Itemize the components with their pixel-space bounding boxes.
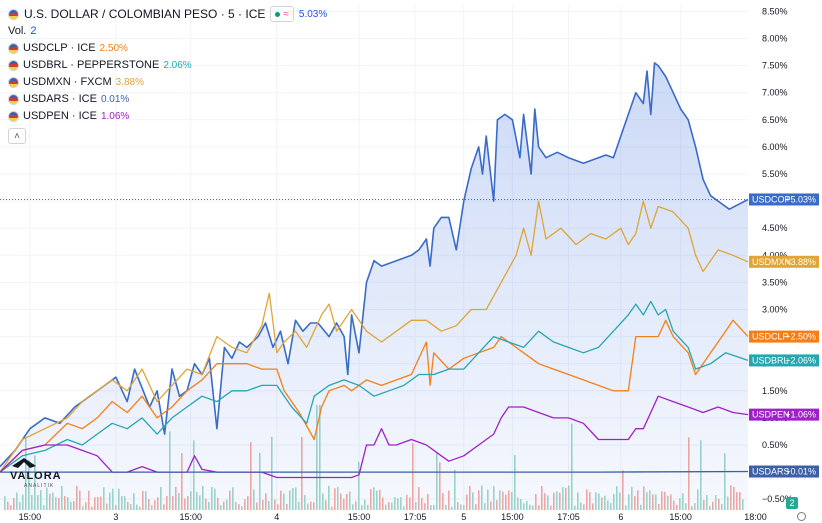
price-tag-value: +0.01% bbox=[785, 467, 816, 477]
compare-name: USDPEN · ICE bbox=[23, 110, 97, 122]
flag-icon bbox=[8, 60, 19, 71]
price-tag-label: USDBRL bbox=[752, 355, 789, 365]
y-tick-label: 1.50% bbox=[762, 386, 788, 396]
y-tick-label: 4.00% bbox=[762, 250, 788, 260]
price-tag-bg bbox=[749, 330, 819, 343]
series-line[interactable] bbox=[0, 200, 749, 473]
series-line[interactable] bbox=[0, 62, 749, 468]
flag-icon bbox=[8, 8, 19, 20]
price-tags: USDCOP+5.03% USDMXN+3.88% USDCLP+2.50% USDB… bbox=[749, 193, 819, 478]
price-tag-label: USDCOP bbox=[752, 194, 791, 204]
y-tick-label: 6.00% bbox=[762, 142, 788, 152]
volume-row[interactable]: Vol. 2 bbox=[8, 24, 327, 39]
chevron-up-icon[interactable]: ˄ bbox=[8, 128, 26, 144]
flag-icon bbox=[8, 77, 19, 88]
price-tag-label: USDARS bbox=[752, 467, 790, 477]
price-tag: USDMXN+3.88% bbox=[749, 255, 819, 268]
compare-name: USDARS · ICE bbox=[23, 93, 97, 105]
x-axis[interactable]: 15:00 3 15:00 4 15:00 17:05 5 15:00 17:05 6 15:00 1… bbox=[19, 512, 767, 522]
x-tick-label: 4 bbox=[274, 512, 279, 522]
price-tag: USDCLP+2.50% bbox=[749, 330, 819, 343]
flag-icon bbox=[8, 43, 19, 54]
x-tick-label: 18:00 bbox=[744, 512, 767, 522]
compare-row[interactable]: USDARS · ICE 0.01% bbox=[8, 92, 327, 107]
compare-value: 1.06% bbox=[100, 111, 130, 122]
compare-value: 2.50% bbox=[99, 43, 128, 54]
compare-value: 2.06% bbox=[163, 60, 192, 71]
series-area bbox=[0, 62, 748, 511]
price-tag: USDCOP+5.03% bbox=[749, 193, 819, 206]
compare-row[interactable]: USDPEN · ICE 1.06% bbox=[8, 109, 327, 124]
price-tag-value: +5.03% bbox=[785, 194, 816, 204]
approx-icon: ≈ bbox=[283, 8, 289, 20]
price-tag-value: +2.06% bbox=[785, 355, 816, 365]
price-tag-bg bbox=[749, 465, 819, 478]
compare-row[interactable]: USDMXN · FXCM 3.88% bbox=[8, 75, 327, 90]
series-line[interactable] bbox=[0, 300, 749, 473]
price-tag: USDBRL+2.06% bbox=[749, 354, 819, 367]
y-tick-label: 3.50% bbox=[762, 277, 788, 287]
compare-value: 3.88% bbox=[115, 77, 144, 88]
x-tick-label: 17:05 bbox=[404, 512, 427, 522]
price-tag-value: +2.50% bbox=[785, 332, 816, 342]
compare-name: USDCLP · ICE bbox=[23, 42, 96, 54]
series-fill bbox=[0, 62, 748, 511]
compare-name: USDMXN · FXCM bbox=[23, 76, 112, 88]
valora-logo-icon bbox=[12, 458, 36, 468]
volume-badge[interactable]: 2 bbox=[786, 497, 798, 509]
compare-row[interactable]: USDBRL · PEPPERSTONE 2.06% bbox=[8, 58, 327, 73]
y-tick-label: 6.50% bbox=[762, 115, 788, 125]
market-status-badge[interactable]: ≈ bbox=[270, 6, 294, 22]
y-tick-label: −0.50% bbox=[762, 494, 793, 504]
series-line[interactable] bbox=[0, 319, 749, 473]
x-tick-label: 15:00 bbox=[501, 512, 524, 522]
price-tag-bg bbox=[749, 193, 819, 206]
legend: U.S. DOLLAR / COLOMBIAN PESO · 5 · ICE ≈… bbox=[8, 6, 327, 144]
main-symbol-row[interactable]: U.S. DOLLAR / COLOMBIAN PESO · 5 · ICE ≈… bbox=[8, 6, 327, 22]
flag-icon bbox=[8, 111, 19, 122]
main-value: 5.03% bbox=[298, 8, 328, 20]
price-tag-value: +3.88% bbox=[785, 257, 816, 267]
y-tick-label: 8.50% bbox=[762, 6, 788, 16]
y-tick-label: 8.00% bbox=[762, 34, 788, 44]
x-tick-label: 17:05 bbox=[557, 512, 580, 522]
volume-label: Vol. bbox=[8, 25, 27, 37]
series-line[interactable] bbox=[0, 470, 749, 473]
logo-sub: ANALITIK bbox=[24, 483, 55, 489]
x-tick-label: 6 bbox=[618, 512, 623, 522]
series-lines bbox=[0, 62, 749, 479]
y-tick-label: 4.50% bbox=[762, 223, 788, 233]
x-tick-label: 15:00 bbox=[348, 512, 371, 522]
dot-icon bbox=[275, 11, 281, 17]
price-tag: USDPEN+1.06% bbox=[749, 408, 819, 421]
logo-name: VALORA bbox=[10, 470, 62, 482]
price-tag-label: USDPEN bbox=[752, 410, 790, 420]
compare-name: USDBRL · PEPPERSTONE bbox=[23, 59, 160, 71]
price-tag-bg bbox=[749, 354, 819, 367]
y-tick-label: 0.50% bbox=[762, 440, 788, 450]
main-title: U.S. DOLLAR / COLOMBIAN PESO · 5 · ICE bbox=[24, 6, 266, 21]
compare-value: 0.01% bbox=[100, 94, 130, 105]
x-tick-label: 3 bbox=[113, 512, 118, 522]
price-tag-value: +1.06% bbox=[785, 410, 816, 420]
y-tick-label: 7.50% bbox=[762, 61, 788, 71]
flag-icon bbox=[8, 94, 19, 105]
y-tick-label: 3.00% bbox=[762, 304, 788, 314]
price-tag-bg bbox=[749, 255, 819, 268]
x-tick-label: 15:00 bbox=[19, 512, 42, 522]
volume-value: 2 bbox=[30, 25, 37, 37]
price-tag: USDARS+0.01% bbox=[749, 465, 819, 478]
compare-row[interactable]: USDCLP · ICE 2.50% bbox=[8, 41, 327, 56]
price-tag-bg bbox=[749, 408, 819, 421]
settings-icon[interactable] bbox=[797, 512, 806, 521]
price-tag-label: USDMXN bbox=[752, 257, 791, 267]
price-tag-label: USDCLP bbox=[752, 332, 789, 342]
x-tick-label: 15:00 bbox=[179, 512, 202, 522]
y-tick-label: 5.50% bbox=[762, 169, 788, 179]
x-tick-label: 5 bbox=[461, 512, 466, 522]
x-tick-label: 15:00 bbox=[669, 512, 692, 522]
y-tick-label: 7.00% bbox=[762, 88, 788, 98]
